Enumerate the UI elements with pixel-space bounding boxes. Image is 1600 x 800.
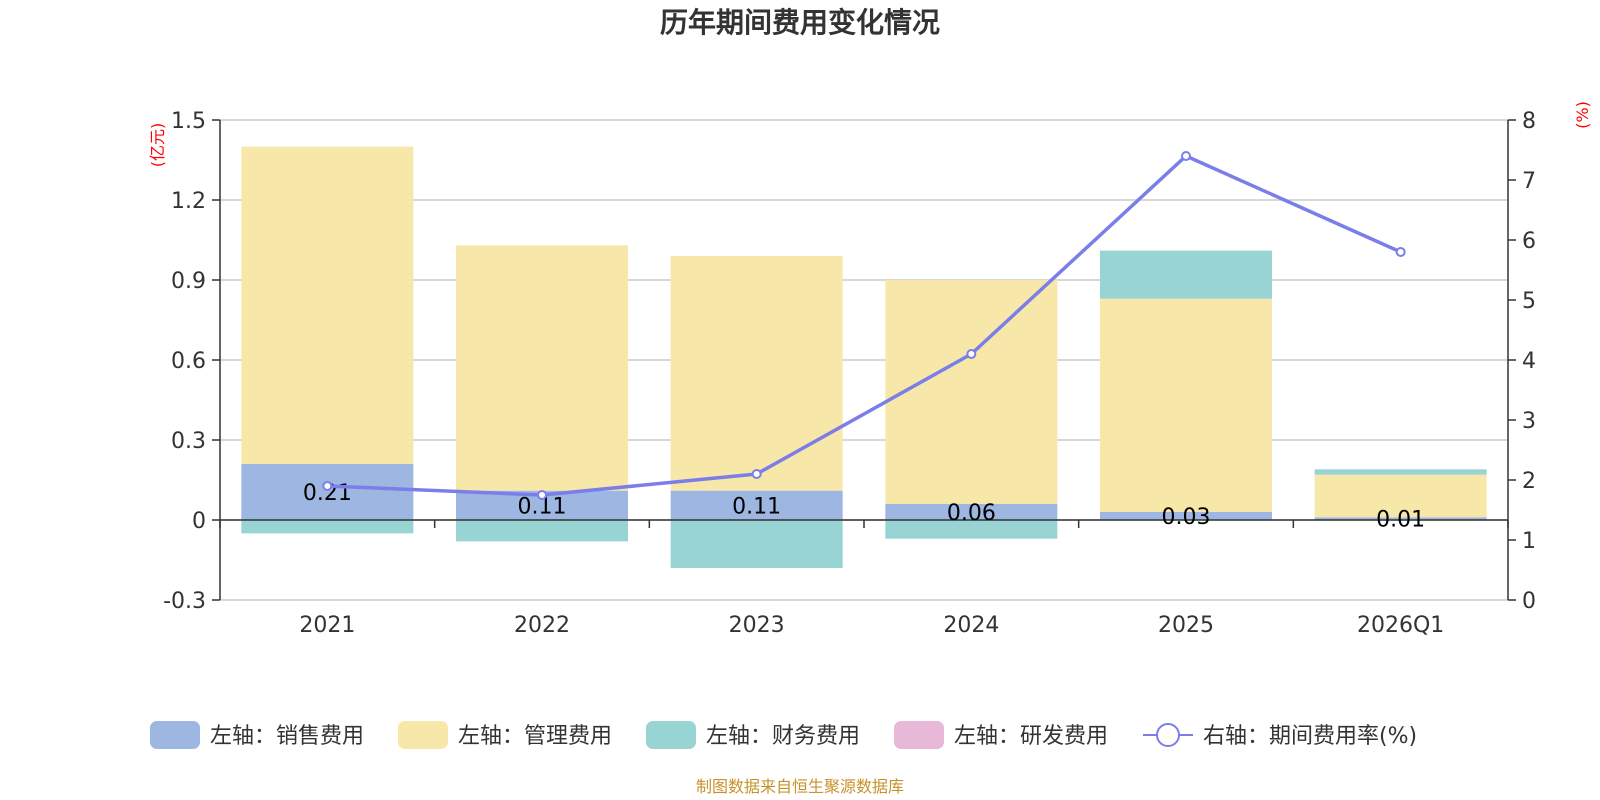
bar-左轴财务费用-2026Q1[interactable] [1314, 469, 1487, 475]
bar-左轴管理费用-2023[interactable] [670, 256, 843, 491]
bar-左轴财务费用-2023[interactable] [670, 520, 843, 568]
rate-point[interactable] [1395, 247, 1406, 257]
bar-左轴管理费用-2025[interactable] [1100, 298, 1272, 512]
bar-左轴销售费用-2025[interactable] [1100, 512, 1272, 520]
right-axis-tick-label: 2 [1522, 469, 1536, 494]
left-axis-tick-label: 0 [192, 509, 206, 534]
legend-swatch[interactable] [150, 721, 200, 749]
rate-point[interactable] [751, 469, 762, 479]
rate-point[interactable] [1181, 151, 1191, 161]
right-axis-unit: (%) [1573, 101, 1592, 129]
x-axis-category-label: 2023 [729, 613, 785, 638]
bar-data-label: 0.01 [1376, 508, 1425, 533]
right-axis-tick-label: 3 [1522, 409, 1536, 434]
bar-左轴财务费用-2021[interactable] [241, 520, 414, 534]
right-axis-tick-label: 5 [1522, 289, 1536, 314]
chart-title: 历年期间费用变化情况 [660, 6, 940, 39]
bar-左轴财务费用-2025[interactable] [1100, 250, 1272, 299]
legend-label[interactable]: 左轴：研发费用 [954, 724, 1108, 749]
rate-line [322, 151, 1406, 500]
left-axis-tick-label: 1.5 [171, 109, 206, 134]
data-source-note: 制图数据来自恒生聚源数据库 [696, 777, 904, 796]
left-axis-unit: (亿元) [148, 123, 167, 168]
bar-左轴销售费用-2024[interactable] [885, 504, 1058, 520]
bars [241, 146, 1487, 568]
rate-point[interactable] [966, 349, 977, 359]
legend-marker[interactable] [1156, 723, 1180, 747]
right-axis-tick-label: 4 [1522, 349, 1536, 374]
legend-label[interactable]: 右轴：期间费用率(%) [1203, 724, 1417, 749]
legend-swatch[interactable] [894, 721, 944, 749]
bar-data-label: 0.06 [947, 501, 996, 526]
bar-左轴管理费用-2022[interactable] [456, 245, 628, 491]
legend[interactable]: 左轴：销售费用 左轴：管理费用 左轴：财务费用 左轴：研发费用 右轴：期间费用率(%) [150, 721, 1417, 749]
bar-左轴管理费用-2026Q1[interactable] [1314, 474, 1487, 518]
rate-line-path [327, 153, 1402, 497]
bar-data-label: 0.03 [1162, 505, 1211, 530]
right-axis-tick-label: 8 [1522, 109, 1536, 134]
legend-swatch[interactable] [398, 721, 448, 749]
right-axis-tick-label: 1 [1522, 529, 1536, 554]
legend-label[interactable]: 左轴：销售费用 [210, 724, 364, 749]
bar-左轴管理费用-2021[interactable] [241, 146, 414, 464]
x-axis-category-label: 2026Q1 [1357, 613, 1444, 638]
rate-point[interactable] [537, 490, 547, 500]
right-axis-tick-label: 6 [1522, 229, 1536, 254]
left-axis-tick-label: 0.3 [171, 429, 206, 454]
left-axis-tick-label: 0.9 [171, 269, 206, 294]
bar-左轴销售费用-2023[interactable] [670, 490, 843, 520]
x-axis-category-label: 2025 [1158, 613, 1214, 638]
left-axis-tick-label: -0.3 [163, 589, 206, 614]
legend-label[interactable]: 左轴：管理费用 [458, 724, 612, 749]
bar-左轴财务费用-2024[interactable] [885, 520, 1058, 539]
legend-swatch[interactable] [646, 721, 696, 749]
bar-左轴财务费用-2022[interactable] [456, 520, 628, 542]
bar-左轴销售费用-2021[interactable] [241, 464, 414, 520]
rate-point[interactable] [322, 481, 333, 491]
left-axis-tick-label: 1.2 [171, 189, 206, 214]
bar-左轴管理费用-2024[interactable] [885, 280, 1058, 504]
left-axis-tick-label: 0.6 [171, 349, 206, 374]
bar-左轴销售费用-2026Q1[interactable] [1314, 517, 1487, 520]
x-axis-category-label: 2024 [943, 613, 999, 638]
x-axis-category-label: 2022 [514, 613, 570, 638]
bar-data-label: 0.11 [732, 494, 781, 519]
legend-label[interactable]: 左轴：财务费用 [706, 724, 860, 749]
right-axis-tick-label: 7 [1522, 169, 1536, 194]
axes: 1.5 1.2 0.9 0.6 0.3 0 -0.3 8 7 6 5 4 3 2 1 0 2021 2022 202… [163, 109, 1536, 638]
right-axis-tick-label: 0 [1522, 589, 1536, 614]
x-axis-category-label: 2021 [299, 613, 355, 638]
